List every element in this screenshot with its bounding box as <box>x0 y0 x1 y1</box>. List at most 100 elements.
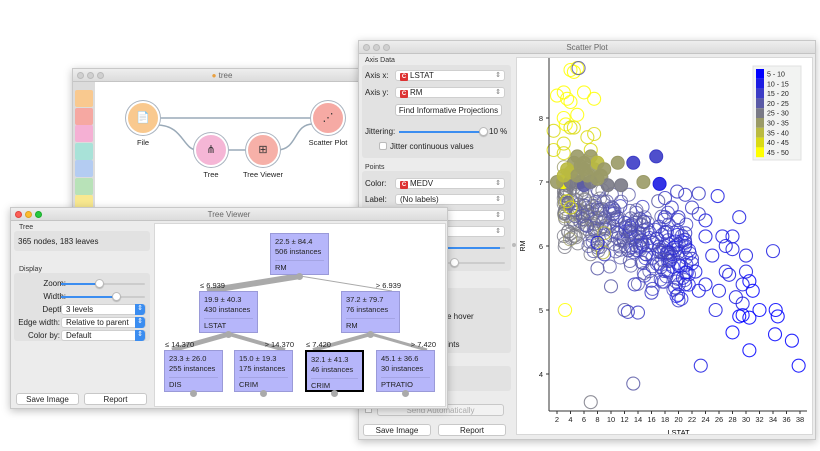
depth-combo[interactable]: 3 levels ⇕ <box>61 304 146 315</box>
legend-swatch <box>756 98 764 109</box>
close-button[interactable] <box>363 44 370 51</box>
label-combo[interactable]: (No labels) ⇕ <box>395 194 505 205</box>
tree-viewer-window: Tree Viewer Tree 365 nodes, 183 leaves D… <box>10 207 448 409</box>
edge-width-combo[interactable]: Relative to parent ⇕ <box>61 317 146 328</box>
save-image-button[interactable]: Save Image <box>16 393 79 405</box>
x-tick-label: 10 <box>607 415 615 424</box>
node-stat: 19.9 ± 40.3 <box>204 295 242 304</box>
scatter-point <box>655 227 670 242</box>
workflow-title: tree <box>218 71 233 80</box>
maximize-button[interactable] <box>97 72 104 79</box>
scatter-point-selected <box>614 178 629 193</box>
scatter-point <box>582 224 597 239</box>
scatter-point <box>688 264 703 279</box>
tree-node-leaf-1[interactable]: 23.3 ± 26.0 255 instances DIS <box>164 350 223 392</box>
legend-label: 30 - 35 <box>767 121 789 128</box>
node-divider <box>169 377 218 378</box>
tree-node-leaf-4[interactable]: 45.1 ± 36.6 30 instances PTRATIO <box>376 350 435 392</box>
y-tick-label: 8 <box>539 114 543 123</box>
scatter-point <box>583 395 598 410</box>
y-tick-label: 7 <box>539 178 543 187</box>
x-tick-label: 12 <box>620 415 628 424</box>
node-collapse-handle[interactable] <box>225 331 232 338</box>
widget-category-icon[interactable] <box>75 142 93 160</box>
scatter-point <box>585 234 600 249</box>
close-button[interactable] <box>15 211 22 218</box>
splitter-handle[interactable] <box>512 243 516 247</box>
scatter-plot-widget[interactable]: ⋰ <box>313 103 343 133</box>
node-divider <box>346 318 395 319</box>
node-collapse-handle[interactable] <box>190 390 197 397</box>
width-slider[interactable] <box>61 292 145 301</box>
widget-category-icon[interactable] <box>75 125 93 142</box>
tree-node-rm-low[interactable]: 19.9 ± 40.3 430 instances LSTAT <box>199 291 258 333</box>
tree-edge <box>299 275 393 292</box>
scatter-point <box>636 214 651 229</box>
jitter-checkbox[interactable] <box>379 142 387 150</box>
scatter-point <box>629 238 644 253</box>
scatter-point <box>791 358 806 373</box>
scatter-point <box>671 245 686 260</box>
scatter-point <box>556 136 571 151</box>
scatter-point-selected <box>652 176 667 191</box>
widget-label: Scatter Plot <box>308 138 348 147</box>
scatter-point <box>575 208 590 223</box>
zoom-slider[interactable] <box>61 279 145 288</box>
widget-category-icon[interactable] <box>75 177 93 195</box>
node-collapse-handle[interactable] <box>331 390 338 397</box>
node-split: LSTAT <box>204 321 227 330</box>
scatter-point <box>549 88 565 103</box>
edge-width-label: Edge width: <box>18 318 60 327</box>
node-collapse-handle[interactable] <box>296 273 303 280</box>
jittering-slider[interactable] <box>399 127 488 136</box>
color-combo[interactable]: C MEDV ⇕ <box>395 178 505 189</box>
close-button[interactable] <box>77 72 84 79</box>
scatter-point <box>684 251 700 266</box>
axis-x-combo[interactable]: C LSTAT ⇕ <box>395 70 505 81</box>
scatter-chart[interactable]: 2 4 6 8 10 12 14 16 18 20 22 24 26 28 30 32 34 36 3845678L… <box>516 57 813 435</box>
widget-category-icon[interactable] <box>75 160 93 177</box>
minimize-button[interactable] <box>373 44 380 51</box>
tree-node-rm-high[interactable]: 37.2 ± 79.7 76 instances RM <box>341 291 400 333</box>
node-collapse-handle[interactable] <box>260 390 267 397</box>
node-collapse-handle[interactable] <box>367 331 374 338</box>
report-button[interactable]: Report <box>84 393 147 405</box>
scatter-point <box>593 239 608 254</box>
scatter-point <box>634 217 649 232</box>
maximize-button[interactable] <box>383 44 390 51</box>
x-tick-label: 36 <box>782 415 790 424</box>
tree-edge <box>312 332 372 352</box>
color-by-combo[interactable]: Default ⇕ <box>61 330 146 341</box>
scatter-point <box>742 343 757 358</box>
updown-icon: ⇕ <box>135 304 145 315</box>
file-icon: 📄 <box>136 112 150 124</box>
file-widget[interactable]: 📄 <box>128 103 158 133</box>
minimize-button[interactable] <box>87 72 94 79</box>
tree-node-leaf-2[interactable]: 15.0 ± 19.3 175 instances CRIM <box>234 350 293 392</box>
maximize-button[interactable] <box>35 211 42 218</box>
report-button[interactable]: Report <box>438 424 506 436</box>
find-informative-projections-button[interactable]: Find Informative Projections <box>395 104 502 116</box>
y-tick-label: 6 <box>539 242 543 251</box>
scatter-point <box>679 250 694 265</box>
scatter-point <box>710 189 725 204</box>
tree-node-root[interactable]: 22.5 ± 84.4 506 instances RM <box>270 233 329 275</box>
tree-viewer-widget[interactable]: ⊞ <box>248 135 278 165</box>
label-label: Label: <box>365 195 387 204</box>
tree-canvas[interactable]: 22.5 ± 84.4 506 instances RM 19.9 ± 40.3 430… <box>154 223 446 407</box>
save-image-button[interactable]: Save Image <box>363 424 431 436</box>
legend-swatch <box>756 88 764 99</box>
node-collapse-handle[interactable] <box>402 390 409 397</box>
node-instances: 506 instances <box>275 247 322 256</box>
tree-node-leaf-3[interactable]: 32.1 ± 41.3 46 instances CRIM <box>305 350 364 392</box>
node-instances: 430 instances <box>204 305 251 314</box>
minimize-button[interactable] <box>25 211 32 218</box>
opacity-slider[interactable] <box>395 258 505 267</box>
widget-category-icon[interactable] <box>75 90 93 107</box>
axis-y-combo[interactable]: C RM ⇕ <box>395 87 505 98</box>
widget-category-icon[interactable] <box>75 107 93 125</box>
scatter-point <box>678 187 693 202</box>
scatter-point <box>745 283 760 298</box>
tree-widget[interactable]: ⋔ <box>196 135 226 165</box>
updown-icon: ⇕ <box>495 89 501 96</box>
